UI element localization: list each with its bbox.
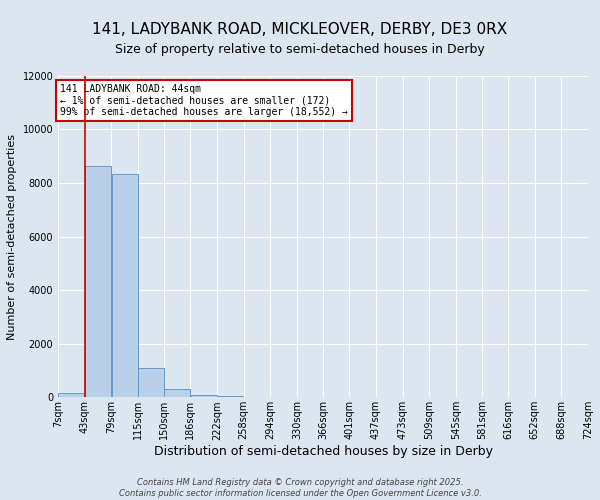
Text: Contains HM Land Registry data © Crown copyright and database right 2025.
Contai: Contains HM Land Registry data © Crown c… [119, 478, 481, 498]
Bar [191, 394, 217, 397]
Text: Size of property relative to semi-detached houses in Derby: Size of property relative to semi-detach… [115, 42, 485, 56]
Bar [85, 166, 111, 397]
Bar [58, 392, 85, 397]
Text: 141, LADYBANK ROAD, MICKLEOVER, DERBY, DE3 0RX: 141, LADYBANK ROAD, MICKLEOVER, DERBY, D… [92, 22, 508, 38]
Bar [138, 368, 164, 397]
Text: 141 LADYBANK ROAD: 44sqm
← 1% of semi-detached houses are smaller (172)
99% of s: 141 LADYBANK ROAD: 44sqm ← 1% of semi-de… [61, 84, 348, 117]
Bar [112, 174, 138, 397]
Bar [217, 396, 244, 397]
X-axis label: Distribution of semi-detached houses by size in Derby: Distribution of semi-detached houses by … [154, 445, 493, 458]
Y-axis label: Number of semi-detached properties: Number of semi-detached properties [7, 134, 17, 340]
Bar [164, 389, 190, 397]
